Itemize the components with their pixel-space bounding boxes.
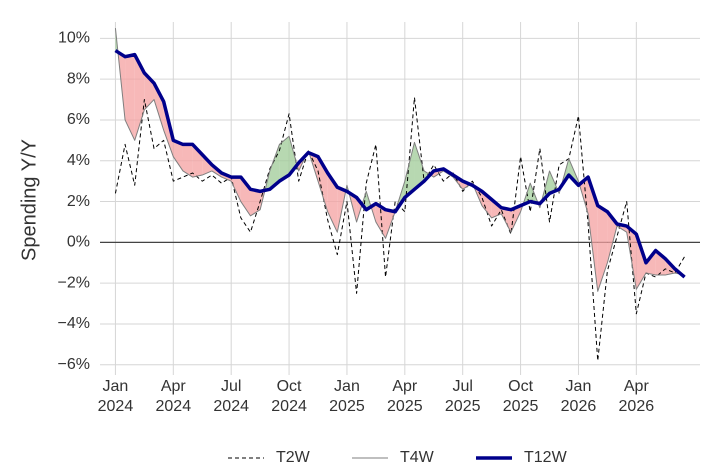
x-tick-label: 2024 — [98, 398, 134, 415]
x-tick-label: Jan — [103, 378, 129, 395]
x-tick-label: 2025 — [329, 398, 365, 415]
x-tick-label: Oct — [508, 378, 533, 395]
x-tick-label: Jul — [452, 378, 472, 395]
fill-band — [134, 54, 145, 141]
fill-band — [202, 154, 212, 176]
legend-label: T12W — [524, 449, 568, 466]
fill-band — [607, 211, 618, 263]
x-tick-label: 2025 — [387, 398, 423, 415]
x-tick-label: Apr — [624, 378, 650, 395]
fill-band — [501, 207, 511, 233]
x-tick-label: 2025 — [445, 398, 481, 415]
y-tick-label: 8% — [67, 70, 90, 87]
fill-band — [173, 140, 183, 171]
y-axis-title: Spending Y/Y — [18, 139, 40, 261]
x-tick-label: 2026 — [619, 398, 655, 415]
fill-band — [250, 189, 261, 216]
x-tick-label: Apr — [392, 378, 418, 395]
fill-band — [510, 205, 521, 233]
y-tick-label: 6% — [67, 111, 90, 128]
fill-band — [414, 142, 425, 190]
x-tick-label: Jul — [221, 378, 241, 395]
fill-band — [327, 172, 338, 233]
x-tick-label: 2024 — [271, 398, 307, 415]
fill-band — [375, 203, 386, 239]
fill-band — [404, 142, 415, 198]
fill-band — [645, 250, 656, 276]
series-line — [114, 96, 685, 362]
x-tick-label: Jan — [566, 378, 592, 395]
y-tick-label: 0% — [67, 234, 90, 251]
fill-band — [597, 205, 608, 292]
y-tick-label: −6% — [58, 356, 90, 373]
series-line — [114, 49, 686, 279]
fill-band — [279, 136, 290, 182]
x-tick-label: Jan — [334, 378, 360, 395]
y-tick-label: 4% — [67, 152, 90, 169]
x-tick-label: Oct — [277, 378, 302, 395]
fill-band — [125, 54, 135, 141]
x-tick-label: 2025 — [503, 398, 539, 415]
y-tick-label: 2% — [67, 193, 90, 210]
fill-band — [636, 234, 646, 290]
series-line — [114, 28, 685, 292]
fill-band — [182, 144, 193, 178]
x-tick-label: 2024 — [156, 398, 192, 415]
legend-label: T2W — [276, 449, 311, 466]
fill-band — [588, 177, 598, 292]
fill-band — [154, 83, 164, 131]
y-tick-label: −4% — [58, 315, 90, 332]
y-tick-label: −2% — [58, 274, 90, 291]
x-tick-label: 2026 — [561, 398, 597, 415]
y-tick-label: 10% — [58, 30, 90, 47]
x-tick-label: 2024 — [213, 398, 249, 415]
legend-label: T4W — [400, 449, 435, 466]
x-tick-label: Apr — [161, 378, 187, 395]
